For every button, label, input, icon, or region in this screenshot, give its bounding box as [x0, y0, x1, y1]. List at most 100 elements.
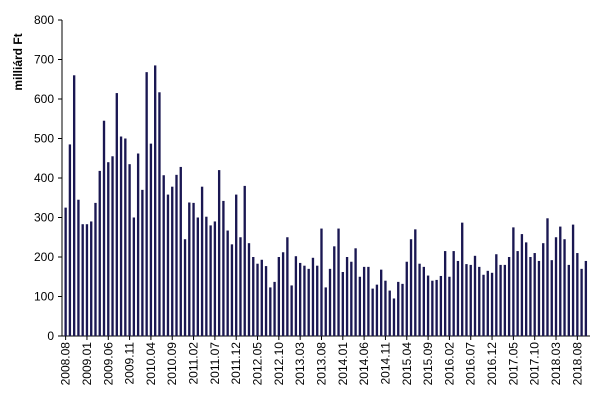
- bar: [520, 234, 524, 336]
- bar: [495, 254, 498, 336]
- bar: [188, 202, 191, 336]
- y-tick-label: 300: [34, 211, 54, 225]
- bar: [439, 275, 443, 336]
- bar: [422, 266, 425, 336]
- y-tick-label: 0: [47, 329, 54, 343]
- bar: [341, 272, 344, 336]
- bar: [264, 266, 268, 336]
- x-tick-label: 2012.10: [272, 342, 286, 386]
- bar: [81, 224, 84, 336]
- bar: [358, 276, 362, 336]
- bar: [192, 202, 195, 336]
- bar: [94, 202, 97, 336]
- bar: [247, 243, 251, 336]
- bar: [529, 257, 532, 336]
- bar: [311, 257, 315, 336]
- x-tick-label: 2009.06: [101, 342, 115, 386]
- y-tick-label: 500: [34, 132, 54, 146]
- bar: [196, 217, 199, 336]
- bar: [512, 227, 515, 336]
- bar: [456, 260, 460, 336]
- bar-series: [64, 65, 588, 337]
- y-tick-label: 200: [34, 250, 54, 264]
- bar: [571, 224, 575, 336]
- bar: [443, 251, 447, 336]
- x-tick-label: 2014.11: [378, 342, 392, 385]
- bar: [580, 268, 583, 336]
- x-tick-label: 2018.03: [549, 342, 563, 386]
- x-tick-label: 2011.07: [208, 342, 222, 385]
- bar: [345, 257, 349, 336]
- bar: [222, 200, 225, 336]
- bar: [256, 263, 259, 336]
- bar: [72, 75, 76, 337]
- x-tick-label: 2013.08: [314, 342, 328, 386]
- bar: [90, 221, 93, 336]
- bar: [554, 237, 558, 336]
- bar: [401, 283, 404, 336]
- bar: [516, 251, 519, 336]
- bar: [162, 175, 165, 336]
- bar: [507, 257, 511, 336]
- bar: [183, 239, 187, 336]
- bar: [217, 170, 221, 336]
- bar: [77, 199, 80, 336]
- x-tick-label: 2016.07: [464, 342, 478, 386]
- bar: [461, 222, 464, 336]
- x-tick-label: 2015.04: [400, 342, 414, 386]
- bar: [337, 228, 340, 336]
- bar: [409, 239, 413, 336]
- bar: [239, 237, 242, 336]
- x-tick-label: 2011.02: [187, 342, 201, 385]
- bar: [243, 185, 246, 336]
- bar: [252, 257, 255, 336]
- bar: [473, 255, 477, 336]
- x-tick-label: 2011.12: [229, 342, 243, 385]
- bar: [350, 261, 353, 336]
- bar: [179, 166, 182, 336]
- x-tick-label: 2009.11: [123, 342, 137, 385]
- bar: [269, 287, 272, 336]
- bar: [298, 262, 302, 336]
- bar: [448, 276, 451, 336]
- bar: [478, 266, 481, 336]
- bar: [171, 186, 174, 336]
- y-axis-title: milliárd Ft: [11, 33, 25, 90]
- bar: [111, 156, 114, 336]
- bar: [576, 253, 579, 336]
- bar: [290, 285, 293, 336]
- bar: [141, 189, 144, 336]
- bar: [115, 93, 118, 336]
- bar: [550, 260, 553, 336]
- bar: [124, 138, 127, 336]
- bar: [367, 266, 370, 336]
- bar: [328, 268, 332, 336]
- bar: [418, 263, 421, 336]
- bar: [546, 218, 549, 336]
- x-axis: 2008.08 2009.01 2009.06 2009.11 2010.04 2010.…: [59, 335, 590, 386]
- bar: [503, 264, 507, 336]
- bar: [149, 143, 153, 336]
- y-tick-label: 800: [34, 13, 54, 27]
- bar: [563, 239, 566, 336]
- x-tick-label: 2010.09: [165, 342, 179, 386]
- y-axis: 0 100 200 300 400 500 600 700 800: [34, 13, 63, 343]
- x-tick-label: 2017.05: [506, 342, 520, 386]
- bar: [68, 144, 72, 336]
- bar: [542, 243, 545, 336]
- bar: [307, 268, 310, 336]
- y-tick-label: 600: [34, 92, 54, 106]
- bar: [362, 266, 366, 336]
- bar: [414, 229, 417, 336]
- bar: [132, 217, 136, 336]
- y-tick-label: 700: [34, 53, 54, 67]
- bar: [273, 281, 276, 336]
- bar: [64, 207, 67, 336]
- bar: [281, 252, 285, 336]
- bar: [145, 72, 148, 336]
- bar: [230, 244, 234, 336]
- bar: [166, 194, 170, 336]
- bar: [486, 270, 489, 336]
- bar: [482, 274, 485, 336]
- bar: [277, 257, 281, 336]
